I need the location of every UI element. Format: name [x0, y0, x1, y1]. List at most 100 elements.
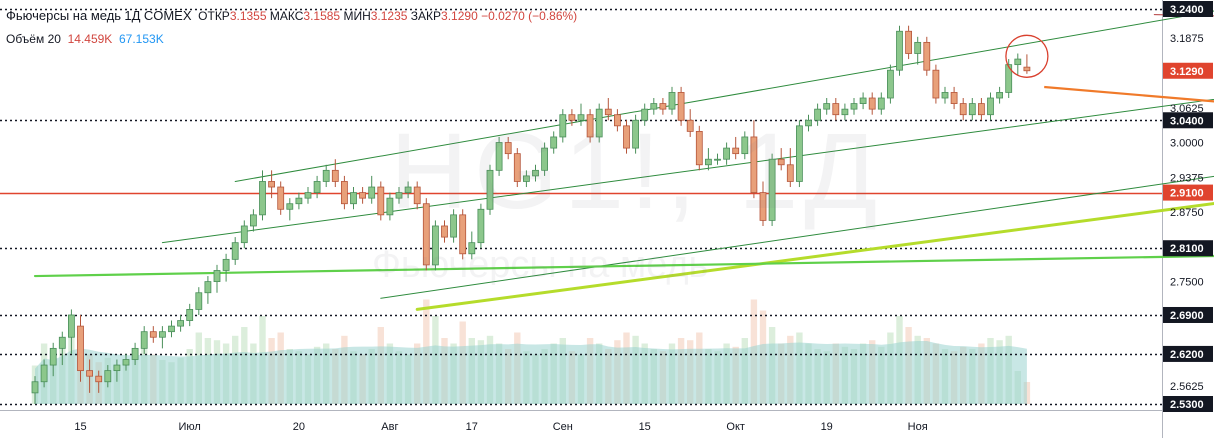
candle-body	[195, 292, 203, 310]
candle-body	[441, 225, 448, 238]
price-axis-tick[interactable]: 2.9100	[1170, 188, 1204, 200]
price-axis-tick[interactable]: 3.1290	[1170, 66, 1204, 78]
candle	[777, 148, 785, 171]
candle-body	[268, 181, 276, 188]
candle	[714, 153, 721, 165]
candle	[313, 175, 321, 199]
price-axis-tick[interactable]: 3.1875	[1170, 33, 1204, 45]
candle	[404, 181, 412, 199]
candle-body	[614, 114, 621, 127]
candle-body	[513, 153, 521, 182]
candle-body	[1014, 58, 1022, 66]
candle	[177, 314, 185, 332]
price-axis-tick[interactable]: 3.2400	[1170, 4, 1204, 16]
candle	[877, 92, 885, 115]
price-axis-tick[interactable]: 2.5300	[1170, 399, 1204, 411]
candle-body	[586, 114, 594, 138]
price-axis-label-badge	[1163, 62, 1213, 79]
candle	[796, 120, 803, 188]
candle-body	[641, 108, 649, 121]
candle-body	[413, 186, 421, 205]
plot-area	[0, 0, 1162, 410]
candle-body	[650, 103, 658, 110]
candle-body	[313, 181, 321, 193]
trendline-long-green	[33, 254, 1214, 278]
candle	[677, 86, 685, 126]
candle-body	[204, 281, 212, 294]
candle-body	[368, 186, 376, 199]
candle-body	[604, 108, 612, 116]
candle-body	[677, 92, 685, 121]
candle-body	[968, 103, 976, 116]
candle-body	[395, 192, 403, 199]
price-axis-tick[interactable]: 2.6900	[1170, 310, 1204, 322]
candle	[595, 103, 603, 143]
candle-body	[486, 169, 494, 210]
candle-body	[532, 169, 539, 177]
candle-body	[987, 97, 994, 116]
candle-body	[140, 331, 148, 349]
candle-body	[850, 103, 858, 110]
candle	[359, 187, 367, 204]
candle	[195, 287, 203, 315]
candle-body	[504, 142, 512, 155]
candle	[632, 114, 639, 154]
candle	[968, 98, 976, 121]
candle-body	[68, 314, 75, 338]
price-axis-tick[interactable]: 2.7500	[1170, 277, 1204, 289]
candle-body	[996, 92, 1003, 99]
candle	[541, 142, 548, 176]
candle	[868, 92, 876, 115]
candle	[486, 164, 494, 215]
candle-body	[177, 320, 185, 327]
candle-body	[777, 158, 785, 166]
candle-body	[168, 325, 175, 333]
open-value: 3.1355	[229, 9, 267, 23]
price-axis-tick[interactable]: 3.0625	[1170, 103, 1204, 115]
candle	[413, 181, 421, 210]
exchange-label: COMEX	[143, 8, 192, 23]
price-axis-label-badge	[1163, 345, 1213, 362]
volume-label[interactable]: Объём 20	[6, 32, 61, 46]
price-axis-label-badge	[1163, 1, 1213, 17]
candle-body	[686, 119, 694, 132]
price-axis-tick[interactable]: 2.9375	[1170, 172, 1204, 184]
candle-body	[459, 214, 467, 255]
price-axis-label-badge	[1163, 184, 1213, 201]
candle-body	[923, 41, 931, 71]
candle	[268, 170, 276, 199]
candle-body	[213, 270, 221, 283]
interval-label[interactable]: 1Д	[124, 8, 141, 23]
candle	[186, 303, 194, 327]
candle	[131, 342, 139, 366]
price-axis-tick[interactable]: 2.6200	[1170, 349, 1204, 361]
candle	[741, 131, 749, 160]
candle	[1023, 54, 1031, 74]
time-axis-tick: Июл	[179, 421, 201, 433]
candle	[559, 109, 567, 143]
price-axis-tick[interactable]: 2.8100	[1170, 243, 1204, 255]
candle-body	[796, 125, 803, 182]
price-axis-tick[interactable]: 2.8750	[1170, 207, 1204, 219]
candle-body	[495, 142, 503, 171]
candle-body	[868, 97, 876, 110]
candle-body	[259, 181, 266, 216]
time-axis-tick: Ноя	[908, 421, 928, 433]
price-axis-tick[interactable]: 3.0400	[1170, 115, 1204, 127]
candle	[422, 198, 430, 271]
price-axis-tick[interactable]: 3.0000	[1170, 138, 1204, 150]
candle-body	[705, 158, 712, 166]
price-axis-tick[interactable]: 2.5625	[1170, 381, 1204, 393]
candle	[586, 109, 594, 143]
highlight-circle	[1005, 34, 1049, 78]
candle-body	[450, 214, 458, 238]
candle-body	[113, 364, 121, 372]
candle-body	[404, 186, 412, 193]
price-axis-label-badge	[1163, 396, 1213, 412]
candle	[249, 209, 257, 232]
candle	[932, 64, 940, 104]
candle-body	[887, 69, 894, 99]
candle	[668, 86, 676, 115]
symbol-name[interactable]: Фьючерсы на медь	[6, 8, 122, 23]
